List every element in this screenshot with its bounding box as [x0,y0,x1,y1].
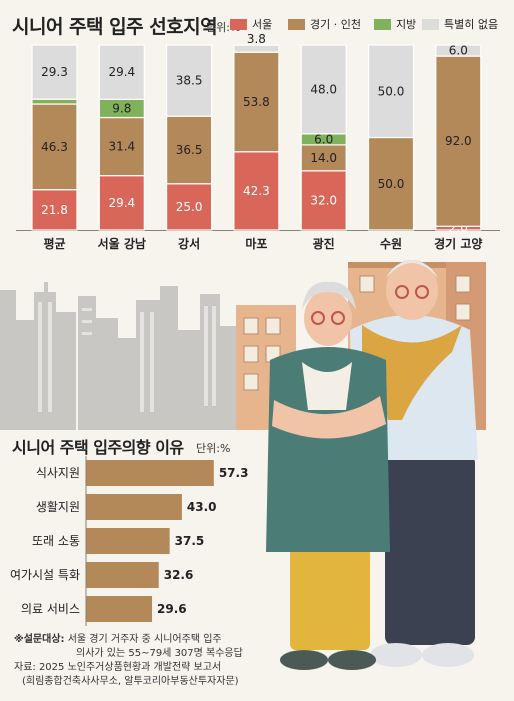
value-label: 50.0 [378,177,405,191]
bar-segment [367,136,415,231]
hbar-category-label: 여가시설 특화 [10,568,80,582]
category-label: 평균 [43,237,65,251]
category-label: 광진 [313,236,335,251]
footnote-survey: 서울 경기 거주자 중 시니어주택 입주 [67,634,222,645]
hbar-category-label: 또래 소통 [32,534,80,548]
bar-segment [435,55,482,227]
value-label: 38.5 [176,74,203,88]
value-label: 42.3 [243,184,270,198]
value-label: 29.3 [41,65,68,79]
category-label: 수원 [380,237,402,251]
bar-segment [31,44,78,100]
hbar-category-label: 의료 서비스 [21,602,80,616]
hbar-value-label: 29.6 [157,602,187,616]
value-label: 46.3 [41,140,68,154]
legend-swatch-seoul [230,18,247,30]
bar-segment [300,144,347,172]
bar-segment [98,44,145,100]
category-label: 서울 강남 [98,236,146,251]
footnote-source2: (희림종합건축사사무소, 알투코리아부동산투자자문) [22,676,239,687]
bar-segment [233,151,280,231]
hbar-value-label: 43.0 [187,500,217,514]
legend-item-seoul: 서울 [230,16,272,32]
bar-segment [166,44,213,117]
footnote-survey-line: ※설문대상: 서울 경기 거주자 중 시니어주택 입주 [14,633,243,647]
bar-segment [367,44,415,139]
value-label: 14.0 [310,151,337,165]
hbar [86,596,153,622]
bar-segment [435,44,482,57]
legend-label-gyeonggi: 경기 · 인천 [310,18,361,31]
value-label: 6.0 [449,44,468,58]
legend-label-seoul: 서울 [252,18,273,31]
footnote-survey2: 의사가 있는 55~79세 307명 복수응답 [76,648,243,659]
hbar [86,528,170,554]
grandma-figure [266,281,390,670]
value-label: 21.8 [41,203,68,217]
bar-segment [300,44,347,135]
value-label: 36.5 [176,143,203,157]
value-label: 25.0 [176,200,203,214]
value-label: 3.8 [247,32,266,46]
legend-swatch-regional [374,18,391,30]
hbar-value-label: 32.6 [164,568,194,582]
value-label: 32.0 [310,193,337,207]
footnote-source: 자료: 2025 노인주거상품현황과 개발전략 보고서 [14,662,222,673]
category-label: 경기 고양 [434,236,482,251]
footnote: ※설문대상: 서울 경기 거주자 중 시니어주택 입주 의사가 있는 55~79… [14,633,243,689]
hbar-value-label: 57.3 [219,466,249,480]
bar-segment [300,170,347,231]
legend-swatch-none [422,18,439,30]
hbar-value-label: 37.5 [175,534,205,548]
hbar [86,562,159,588]
hbar [86,460,214,486]
bar-segment [98,116,145,177]
category-label: 마포 [245,236,267,251]
legend-item-none: 특별히 없음 [422,16,498,32]
category-label: 강서 [178,236,200,251]
value-label: 48.0 [310,82,337,96]
chart2-unit: 단위:% [196,442,231,455]
hbar [86,494,182,520]
legend-swatch-gyeonggi [288,18,305,30]
legend-label-regional: 지방 [396,18,417,31]
chart2-title: 시니어 주택 입주의향 이유 [12,438,184,457]
legend-item-regional: 지방 [374,16,416,32]
footnote-survey-lead: ※설문대상: [14,634,65,645]
bar-segment [233,44,280,53]
bar-segment [31,103,78,191]
value-label: 50.0 [378,84,405,98]
chart1-title: 시니어 주택 입주 선호지역 [12,16,218,38]
hbar-category-label: 식사지원 [36,466,80,480]
horizontal-bar-chart: 식사지원 57.3 생활지원 43.0 또래 소통 37.5 여가시설 특화 32.6 의료 서… [10,456,248,626]
bar-segment [98,175,145,231]
legend-label-none: 특별히 없음 [444,18,499,31]
bar-segment [166,183,213,231]
legend-item-gyeonggi: 경기 · 인천 [288,16,361,32]
value-label: 53.8 [243,95,270,109]
value-label: 29.4 [108,196,135,210]
value-label: 92.0 [445,134,472,148]
value-label: 31.4 [108,140,135,154]
value-label: 6.0 [314,132,333,146]
value-label: 29.4 [108,65,135,79]
hbar-category-label: 생활지원 [36,500,80,514]
bar-segment [233,51,280,153]
skyline-windows [38,302,216,412]
chart1-legend: 서울 경기 · 인천 지방 특별히 없음 [230,16,514,36]
value-label: 9.8 [112,101,131,115]
